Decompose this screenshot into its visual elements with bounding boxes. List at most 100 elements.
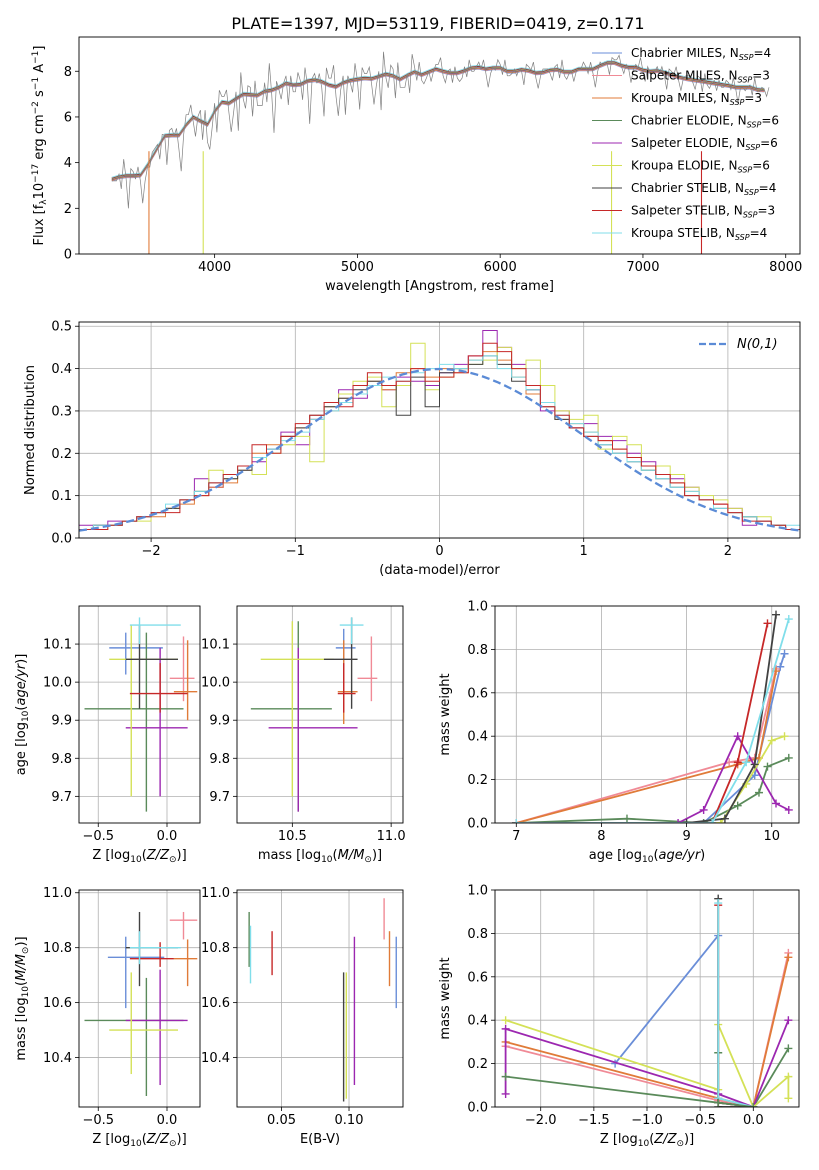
x-tick-label: −0.5: [82, 829, 114, 844]
y-tick-label: 0.0: [467, 1101, 488, 1116]
series-marker: [763, 619, 772, 628]
series-marker: [716, 819, 725, 823]
series-marker: [501, 1072, 510, 1081]
x-tick-label: −0.5: [684, 1113, 716, 1128]
y-tick-label: 10.6: [201, 996, 230, 1011]
y-tick-label: 0.1: [51, 489, 72, 504]
y-axis-label: mass weight: [438, 673, 453, 755]
series-marker: [784, 1094, 793, 1103]
series-marker: [754, 788, 763, 797]
y-tick-label: 10.8: [43, 941, 72, 956]
series-marker: [784, 615, 793, 624]
x-tick-label: 6000: [484, 260, 517, 275]
x-axis-label: Z [log10(Z/Z⊙)]: [92, 848, 186, 865]
histograms: [79, 330, 800, 532]
x-tick-label: −1.0: [631, 1113, 663, 1128]
x-axis-label: wavelength [Angstrom, rest frame]: [325, 279, 554, 294]
series-line: [516, 757, 790, 823]
y-tick-label: 11.0: [201, 886, 230, 901]
series-marker: [512, 819, 521, 823]
series-line: [516, 734, 790, 823]
legend-label: Salpeter STELIB, NSSP=3: [631, 204, 775, 220]
series-marker: [776, 662, 785, 671]
series-line: [516, 623, 769, 823]
series-marker: [714, 899, 723, 908]
y-tick-label: 2: [64, 202, 72, 217]
series-marker: [784, 805, 793, 814]
series-line: [516, 670, 777, 823]
legend-label: Salpeter ELODIE, NSSP=6: [631, 136, 778, 152]
y-tick-label: 10.6: [43, 996, 72, 1011]
series-marker: [720, 814, 729, 823]
axes-frame: [236, 889, 404, 1108]
x-tick-label: −2.0: [525, 1113, 557, 1128]
series-marker: [784, 953, 793, 962]
y-axis-label: Flux [fλ10−17 erg cm−2 s−1 A−1]: [31, 46, 49, 246]
histogram-step: [79, 342, 800, 530]
y-tick-label: 9.7: [209, 790, 230, 805]
series-marker: [733, 801, 742, 810]
age-vs-metallicity-plot: −0.5 0.0 9.7 9.8 9.9 10.0 10.1 Z [log10(Z/Z⊙)] a…: [14, 605, 201, 865]
spectrum-lines: [111, 51, 770, 254]
axes-frame: [494, 889, 800, 1108]
y-tick-label: 0.6: [467, 686, 488, 701]
error-bars: [248, 898, 397, 1102]
x-tick-label: 0.05: [267, 1113, 296, 1128]
x-tick-label: −1: [286, 544, 305, 559]
x-tick-label: 0.0: [743, 1113, 764, 1128]
y-axis-label: age [log10(age/yr)]: [14, 654, 31, 776]
x-tick-label: 2: [724, 544, 732, 559]
series-marker: [682, 819, 691, 823]
x-tick-label: 5000: [341, 260, 374, 275]
x-axis-label: E(B-V): [300, 1132, 340, 1147]
series-marker: [763, 762, 772, 771]
series-marker: [501, 1016, 510, 1025]
error-bars: [84, 911, 198, 1097]
error-bars: [250, 617, 378, 812]
y-tick-label: 9.8: [51, 752, 72, 767]
y-tick-label: 10.0: [201, 676, 230, 691]
series-line: [516, 618, 790, 823]
mass-vs-ebv-plot: 0.05 0.10 10.4 10.6 10.8 11.0 E(B-V): [201, 886, 404, 1147]
y-tick-label: 8: [64, 65, 72, 80]
y-tick-label: 1.0: [467, 600, 488, 615]
x-tick-label: −0.5: [82, 1113, 114, 1128]
y-tick-label: 11.0: [43, 886, 72, 901]
residual-histogram-plot: −2 −1 0 1 2 0.0 0.1 0.2 0.3 0.4 0.5 (data-model)/er…: [23, 320, 801, 578]
weight-lines: [501, 894, 793, 1107]
series-marker: [784, 1072, 793, 1081]
legend-label: Salpeter MILES, NSSP=3: [631, 69, 770, 85]
x-axis-label: age [log10(age/yr): [589, 848, 706, 865]
series-marker: [784, 753, 793, 762]
x-axis-label: (data-model)/error: [379, 563, 500, 578]
series-marker: [772, 610, 781, 619]
legend-label: Kroupa STELIB, NSSP=4: [631, 226, 767, 242]
x-tick-label: 8000: [769, 260, 802, 275]
x-axis-label: Z [log10(Z/Z⊙)]: [600, 1132, 694, 1149]
x-tick-label: 7000: [626, 260, 659, 275]
y-tick-label: 0.4: [51, 362, 72, 377]
series-marker: [780, 649, 789, 658]
x-tick-label: 0.0: [157, 1113, 178, 1128]
y-tick-label: 0.2: [467, 773, 488, 788]
legend-label: Chabrier MILES, NSSP=4: [631, 46, 771, 62]
legend-label: Kroupa ELODIE, NSSP=6: [631, 159, 770, 175]
y-tick-label: 0.4: [467, 730, 488, 745]
y-tick-label: 10.4: [201, 1051, 230, 1066]
y-tick-label: 10.4: [43, 1051, 72, 1066]
series-marker: [501, 1024, 510, 1033]
x-tick-label: 7: [512, 829, 520, 844]
series-line: [717, 905, 754, 1107]
mass-vs-metallicity-plot: −0.5 0.0 10.4 10.6 10.8 11.0 Z [log10(Z/Z⊙)] ma…: [14, 886, 201, 1149]
axes-frame: [78, 605, 201, 824]
massweight-vs-metallicity-plot: −2.0 −1.5 −1.0 −0.5 0.0 0.0 0.2 0.4 0.6 0.8 1.0 Z […: [438, 884, 800, 1149]
y-axis-label: mass [log10(M/M⊙)]: [14, 936, 31, 1060]
y-tick-label: 0.6: [467, 970, 488, 985]
axes-frame: [78, 36, 801, 255]
series-line: [516, 653, 786, 823]
y-tick-label: 10.1: [201, 638, 230, 653]
y-tick-label: 9.8: [209, 752, 230, 767]
x-tick-label: −2: [142, 544, 161, 559]
x-axis-label: Z [log10(Z/Z⊙)]: [92, 1132, 186, 1149]
series-marker: [767, 736, 776, 745]
